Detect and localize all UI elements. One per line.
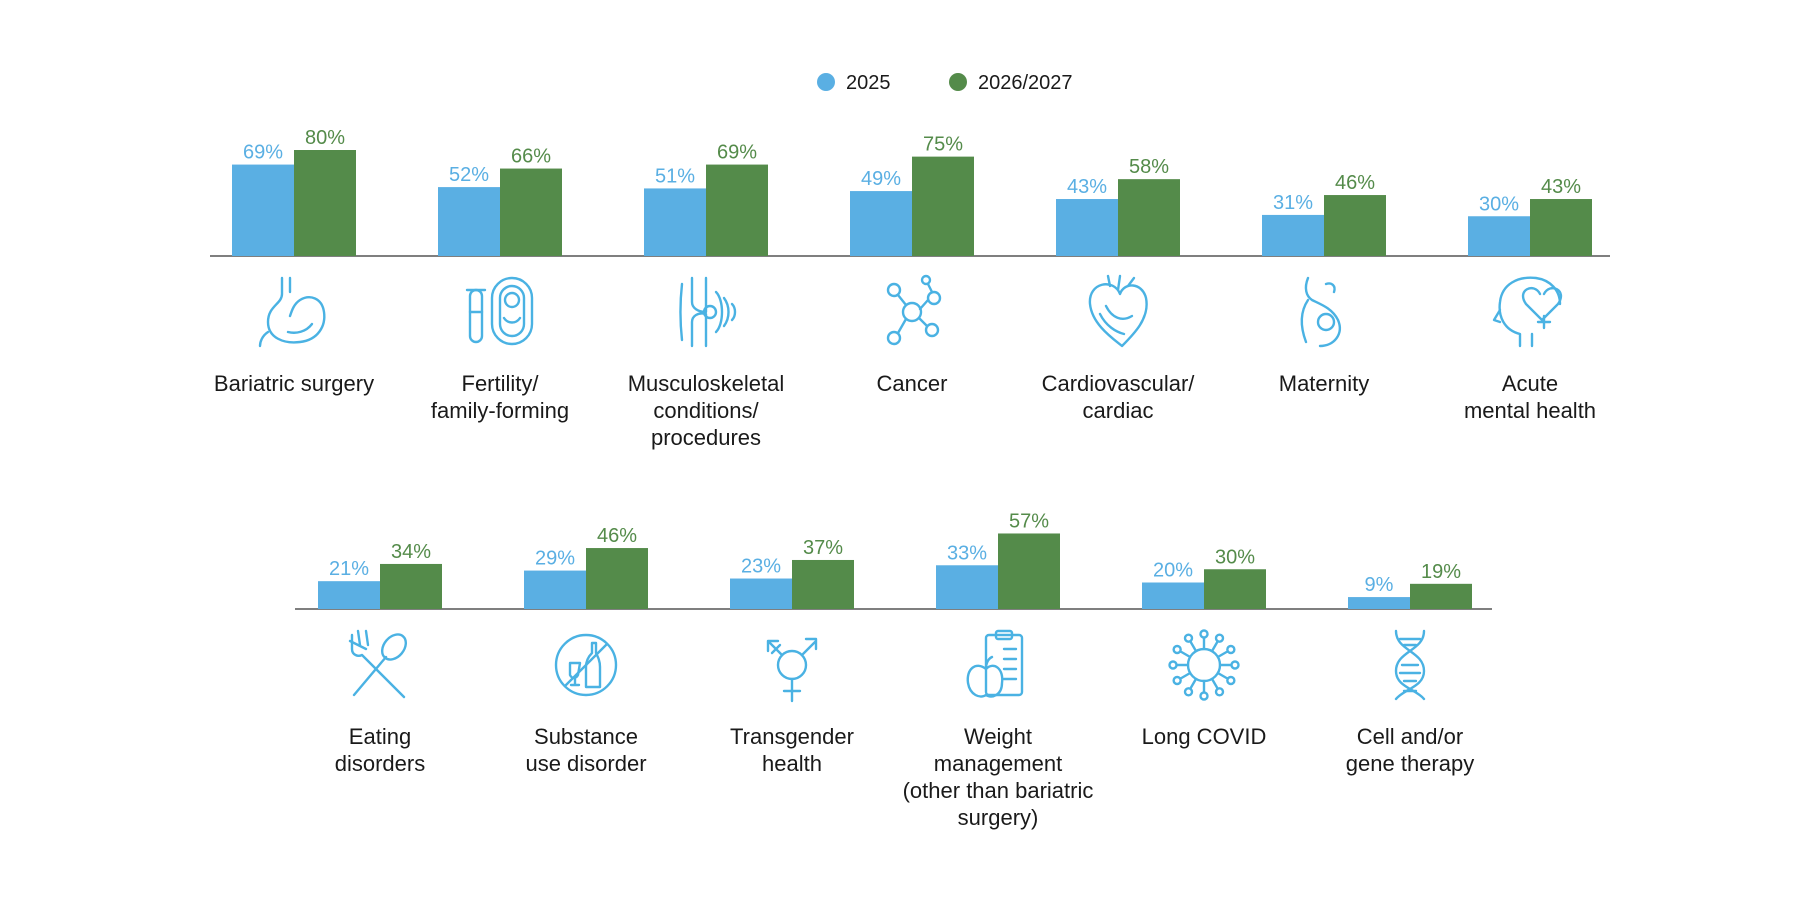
legend-label-2025: 2025 [846, 72, 891, 94]
data-label: 69% [243, 142, 283, 164]
pregnancy-icon [1300, 276, 1341, 348]
data-label: 66% [511, 146, 551, 168]
data-label: 21% [329, 558, 369, 580]
stomach-icon [258, 276, 326, 348]
category-group: 33% 57% Weight management (other than bariat… [903, 510, 1094, 830]
bar-2025 [318, 581, 380, 609]
category-label: Eating disorders [335, 724, 425, 776]
legend-marker-2026-2027 [949, 73, 967, 91]
bar-2025 [730, 578, 792, 609]
mental-health-icon [1492, 276, 1563, 348]
category-group: 51% 69% Musculoskeletal conditions/procedur… [628, 142, 785, 450]
bar-2026-2027 [792, 559, 854, 609]
category-label: Cancer [877, 371, 948, 396]
data-label: 49% [861, 168, 901, 190]
category-group: 30% 43% Acute mental health [1464, 176, 1596, 423]
apple-clipboard-icon [966, 629, 1024, 698]
bar-2025 [850, 191, 912, 256]
data-label: 51% [655, 165, 695, 187]
bar-2026-2027 [912, 156, 974, 256]
bar-2026-2027 [998, 533, 1060, 609]
data-label: 57% [1009, 510, 1049, 532]
bar-2026-2027 [1530, 199, 1592, 256]
category-group: 20% 30% Long COVID [1142, 546, 1267, 749]
category-label: Cell and/or gene therapy [1346, 724, 1474, 776]
data-label: 37% [803, 537, 843, 559]
bar-2025 [1348, 597, 1410, 609]
bar-2025 [232, 164, 294, 256]
data-label: 69% [717, 142, 757, 164]
transgender-icon [766, 637, 818, 703]
category-group: 21% 34% Eating disorders [318, 541, 442, 776]
data-label: 46% [1335, 172, 1375, 194]
dna-icon [1394, 629, 1426, 701]
fertility-icon [465, 276, 534, 346]
cell-network-icon [886, 274, 942, 346]
bar-2026-2027 [706, 164, 768, 256]
bar-2026-2027 [380, 563, 442, 609]
chart-row-2: 21% 34% Eating disorders 29% 46% Substance use … [295, 510, 1492, 830]
data-label: 33% [947, 542, 987, 564]
data-label: 46% [597, 525, 637, 547]
data-label: 43% [1541, 176, 1581, 198]
category-group: 31% 46% Maternity [1262, 172, 1386, 396]
data-label: 52% [449, 164, 489, 186]
bar-2025 [644, 188, 706, 256]
category-group: 23% 37% Transgender health [730, 537, 854, 776]
bar-2025 [1468, 216, 1530, 256]
legend-label-2026-2027: 2026/2027 [978, 72, 1073, 94]
category-label: Fertility/family-forming [431, 371, 569, 423]
virus-icon [1168, 629, 1240, 701]
category-label: Transgender health [730, 724, 854, 776]
data-label: 75% [923, 134, 963, 156]
bar-2026-2027 [500, 168, 562, 256]
data-label: 9% [1365, 574, 1394, 596]
bar-2025 [1262, 214, 1324, 256]
bar-2025 [438, 187, 500, 256]
category-group: 69% 80% Bariatric surgery [214, 127, 374, 396]
category-group: 29% 46% Substance use disorder [524, 525, 648, 776]
category-label: Cardiovascular/cardiac [1042, 371, 1196, 423]
category-group: 9% 19% Cell and/or gene therapy [1346, 561, 1474, 776]
bar-2025 [524, 570, 586, 609]
data-label: 29% [535, 548, 575, 570]
data-label: 43% [1067, 176, 1107, 198]
category-label: Maternity [1279, 371, 1369, 396]
heart-icon [1088, 274, 1148, 348]
data-label: 20% [1153, 560, 1193, 582]
chart-row-1: 69% 80% Bariatric surgery 52% 66% Fertility/f… [210, 127, 1610, 450]
bar-2025 [936, 565, 998, 609]
category-group: 52% 66% Fertility/family-forming [431, 146, 569, 423]
no-alcohol-icon [554, 633, 618, 697]
legend-marker-2025 [817, 73, 835, 91]
bar-2026-2027 [586, 548, 648, 609]
category-label: Acute mental health [1464, 371, 1596, 423]
data-label: 30% [1479, 193, 1519, 215]
data-label: 80% [305, 127, 345, 149]
bar-2025 [1056, 199, 1118, 256]
category-label: Weight management (other than bariatric sur… [903, 724, 1094, 830]
data-label: 19% [1421, 561, 1461, 583]
data-label: 30% [1215, 546, 1255, 568]
category-group: 43% 58% Cardiovascular/cardiac [1042, 156, 1196, 423]
data-label: 31% [1273, 192, 1313, 214]
category-label: Bariatric surgery [214, 371, 374, 396]
bar-2026-2027 [1118, 179, 1180, 256]
data-label: 58% [1129, 156, 1169, 178]
legend: 2025 2026/2027 [817, 72, 1073, 94]
bar-2025 [1142, 582, 1204, 609]
category-label: Musculoskeletal conditions/procedures [628, 371, 785, 450]
data-label: 23% [741, 556, 781, 578]
joint-icon [679, 276, 737, 348]
bar-2026-2027 [1410, 583, 1472, 609]
bar-2026-2027 [1324, 195, 1386, 256]
bar-2026-2027 [1204, 569, 1266, 609]
bar-2026-2027 [294, 150, 356, 256]
category-group: 49% 75% Cancer [850, 134, 974, 396]
category-label: Substance use disorder [525, 724, 646, 776]
data-label: 34% [391, 541, 431, 563]
fork-spoon-icon [348, 629, 408, 699]
category-label: Long COVID [1142, 724, 1267, 749]
